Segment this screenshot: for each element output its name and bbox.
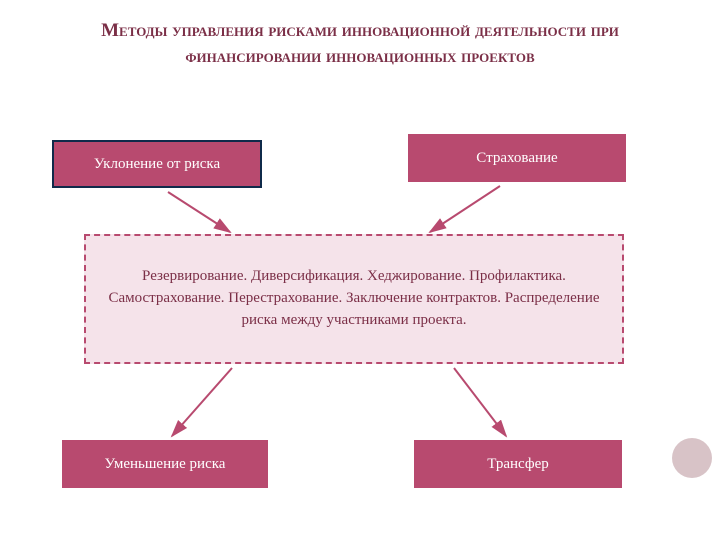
box-risk-reduction: Уменьшение риска: [62, 440, 268, 488]
box-insurance: Страхование: [408, 134, 626, 182]
box-label: Трансфер: [487, 456, 549, 473]
decorative-circle-icon: [672, 438, 712, 478]
box-transfer: Трансфер: [414, 440, 622, 488]
box-label: Уклонение от риска: [94, 156, 220, 173]
box-label: Уменьшение риска: [105, 456, 226, 473]
box-label: Страхование: [476, 150, 557, 167]
center-methods-box: Резервирование. Диверсификация. Хеджиров…: [84, 234, 624, 364]
page-title: Методы управления рисками инновационной …: [0, 0, 720, 79]
box-risk-avoidance: Уклонение от риска: [52, 140, 262, 188]
center-text: Резервирование. Диверсификация. Хеджиров…: [106, 266, 602, 331]
